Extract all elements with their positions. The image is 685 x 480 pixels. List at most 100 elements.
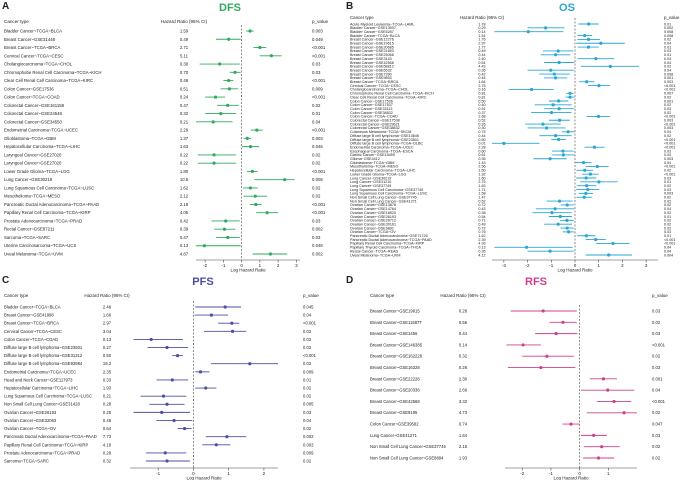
- panel-b-row-label: Cholangiocarcinoma~TCGA~CHOL: [350, 88, 408, 92]
- panel-a-row-p: 0.046: [312, 243, 323, 248]
- panel-a-point: [222, 227, 227, 231]
- panel-b-row-p: 0.04: [664, 42, 671, 46]
- panel-b-row-p: <0.001: [664, 138, 675, 142]
- panel-d-row-p: 0.03: [652, 308, 661, 313]
- panel-b-row-p: 0.02: [664, 184, 671, 188]
- panel-c-header-hr: Hazard Ratio (95% CI): [84, 293, 130, 298]
- panel-b-row-hr: 0.50: [478, 138, 485, 142]
- panel-b-row-label: Lung Squamous Cell Carcinoma~GSE37745: [350, 188, 423, 192]
- panel-c-row-label: Breast Cancer~GSE41998: [4, 313, 54, 318]
- panel-c-row-p: 0.02: [303, 345, 312, 350]
- panel-b-row-label: Cervical Cancer~TCGA~CESC: [350, 84, 401, 88]
- panel-b-row-p: 0.04: [664, 161, 671, 165]
- panel-a-point: [212, 161, 216, 165]
- panel-b-point: [599, 41, 603, 45]
- panel-c-row-p: 0.02: [303, 394, 312, 399]
- panel-b-point: [544, 126, 549, 130]
- panel-a-row-hr: 0.30: [180, 62, 189, 67]
- panel-b-row-label: Breast Cancer~GSE12276: [350, 38, 394, 42]
- panel-c-row-p: 0.02: [303, 386, 312, 391]
- panel-a-row-hr: 0.21: [180, 119, 189, 124]
- panel-d-row-hr: 1.93: [459, 455, 468, 460]
- panel-a-point: [227, 78, 231, 83]
- panel-a-row-label: Rectal Cancer~GSE87211: [4, 227, 55, 232]
- panel-b-point: [586, 37, 591, 42]
- panel-b-row-label: Ovarian Cancer~GSE26193: [350, 215, 396, 219]
- panel-b-row-p: 0.001: [664, 76, 673, 80]
- panel-a-row-hr: 0.49: [180, 37, 189, 42]
- panel-b-row-label: Non Small Cell Lung Cancer~GSE37745: [350, 196, 417, 200]
- panel-c-row-hr: 0.28: [103, 402, 112, 407]
- panel-d-row-hr: 0.32: [459, 354, 468, 359]
- panel-b-point: [585, 184, 589, 188]
- panel-b-row-hr: 1.58: [478, 192, 485, 196]
- panel-d-row-hr: 0.74: [459, 422, 468, 427]
- panel-b-row-label: Lung Cancer~GSE37745: [350, 184, 391, 188]
- panel-b-row-label: Mesothelioma~TCGA~MESO: [350, 165, 398, 169]
- panel-b-x-axis-label: Log Hazard Ratio: [557, 268, 593, 273]
- panel-b-row-hr: 0.51: [478, 61, 485, 65]
- panel-a-row-hr: 2.29: [180, 128, 189, 133]
- panel-c-row-p: 0.03: [303, 410, 312, 415]
- panel-b-row-p: 0.002: [664, 26, 673, 30]
- panel-a-point: [258, 45, 262, 50]
- panel-a-row-hr: 0.42: [180, 218, 189, 223]
- panel-a-row-label: Uveal Melanoma~TCGA~UVM: [4, 252, 63, 257]
- panel-a-row-label: Colorectal Cancer~GSE34550: [4, 119, 63, 124]
- panel-b-point: [594, 57, 598, 61]
- panel-b-row-p: 0.02: [664, 65, 671, 69]
- panel-a-row-p: 0.03: [312, 70, 321, 75]
- panel-b-row-hr: 0.76: [478, 230, 485, 234]
- panel-b-row-label: Breast Cancer~GSE21653: [350, 49, 394, 53]
- panel-a-row-p: 0.02: [312, 161, 321, 166]
- panel-a-row-label: Lung Squamous Cell Carcinoma~TCGA~LUSC: [4, 185, 94, 190]
- panel-d-point: [569, 422, 573, 426]
- panel-c-header-p: p_value: [303, 293, 319, 298]
- panel-d-row-label: Lung Cancer~GSE41271: [370, 433, 418, 438]
- panel-c-row-label: Diffuse large B cell lymphoma~GSE31312: [4, 353, 83, 358]
- panel-a-row-hr: 2.19: [180, 202, 189, 207]
- panel-c-x-axis-label: Log Hazard Ratio: [186, 476, 222, 480]
- panel-b-point: [526, 30, 530, 34]
- panel-c-header-cancer: Cancer type: [4, 293, 29, 298]
- panel-a-row-label: Prostate Adenocarcinoma~TCGA~PRAD: [4, 218, 82, 223]
- panel-d-row-hr: 0.28: [459, 308, 468, 313]
- panel-b-row-hr: 1.62: [478, 234, 485, 238]
- panel-b-row-label: Diffuse large B cell lymphoma~GSE23501: [350, 138, 419, 142]
- panel-a-row-label: Hepatocellular Carcinoma~TCGA~LIHC: [4, 144, 80, 149]
- panel-b-point: [553, 76, 558, 80]
- panel-c-point: [165, 459, 169, 463]
- panel-a-point: [219, 111, 223, 116]
- panel-c-row-p: 0.02: [303, 361, 312, 366]
- panel-b-row-hr: 0.16: [478, 88, 485, 92]
- panel-c-point: [225, 435, 229, 439]
- panel-b-row-p: 0.04: [664, 246, 671, 250]
- panel-b-row-p: 0.02: [664, 196, 671, 200]
- panel-d-row-hr: 2.15: [459, 444, 468, 449]
- panel-b-row-p: <0.001: [664, 142, 675, 146]
- panel-b-row-hr: 4.93: [478, 242, 485, 246]
- panel-b-x-tick-label: 3: [645, 263, 648, 268]
- panel-a-row-label: Colon Cancer~GSE17536: [4, 86, 54, 91]
- panel-a-row-p: 0.002: [312, 252, 323, 257]
- panel-b-row-label: Breast Cancer~GSE9893: [350, 76, 392, 80]
- panel-b-point: [568, 95, 572, 99]
- panel-c-row-label: Prostate Adenocarcinoma~TCGA~PRAD: [4, 450, 80, 455]
- panel-b-row-label: Ovarian Cancer~GSE9891: [350, 226, 394, 230]
- panel-b-row-label: Glioblastoma~TCGA~GBM: [350, 161, 394, 165]
- panel-d-header-p: p_value: [652, 293, 668, 298]
- panel-d-row-p: 0.02: [652, 410, 661, 415]
- panel-c-row-hr: 2.35: [103, 369, 112, 374]
- panel-b-row-hr: 0.38: [478, 211, 485, 215]
- panel-b-row-label: Breast Cancer~GSE25066: [350, 53, 394, 57]
- panel-d-row-hr: 3.32: [459, 399, 468, 404]
- panel-c-row-label: Pancreatic Ductal Adenocarcinoma~TCGA~PA…: [4, 434, 97, 439]
- panel-b-row-hr: 2.68: [478, 115, 485, 119]
- panel-b-row-p: 0.004: [664, 253, 673, 257]
- panel-c-row-p: 0.045: [303, 304, 314, 309]
- panel-d-x-tick-label: 1: [607, 471, 610, 476]
- panel-c-row-label: Colon Cancer~TCGA~COAD: [4, 337, 58, 342]
- panel-b-row-p: 0.03: [664, 188, 671, 192]
- panel-d-row-p: 0.02: [652, 455, 661, 460]
- panel-b-row-hr: 0.51: [478, 107, 485, 111]
